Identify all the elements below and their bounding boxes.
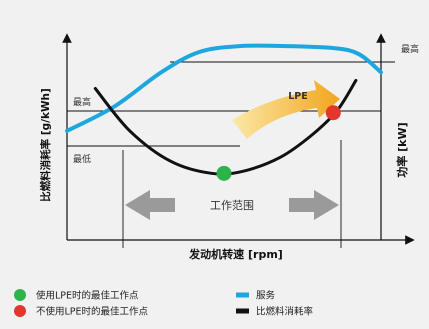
- right-high-tick-label: 最高: [401, 43, 419, 55]
- operating-range-label: 工作范围: [210, 198, 254, 212]
- left-high-tick-label: 最高: [73, 96, 91, 108]
- legend-marker-3: [236, 308, 249, 314]
- legend-label-0: 使用LPE时的最佳工作点: [36, 290, 139, 302]
- lpe-arrow: [232, 80, 340, 139]
- legend-marker-0: [14, 289, 26, 301]
- optimal-point-without-lpe: [325, 105, 341, 121]
- legend-marker-2: [236, 292, 249, 298]
- legend-label-1: 不使用LPE时的最佳工作点: [36, 306, 149, 318]
- legend-marker-1: [14, 305, 26, 317]
- x-axis-title: 发动机转速 [rpm]: [188, 247, 283, 261]
- legend-label-3: 比燃料消耗率: [256, 306, 314, 318]
- lpe-label: LPE: [288, 91, 308, 102]
- left-low-tick-label: 最低: [73, 153, 91, 165]
- optimal-point-with-lpe: [216, 165, 232, 181]
- y-axis-right-title: 功率 [kW]: [395, 122, 409, 177]
- range-right-arrow: [289, 190, 339, 220]
- y-axis-left-title: 比燃料消耗率 [g/kWh]: [39, 88, 52, 202]
- range-left-arrow: [125, 190, 175, 220]
- legend-label-2: 服务: [256, 290, 276, 302]
- series-line-service: [65, 43, 383, 133]
